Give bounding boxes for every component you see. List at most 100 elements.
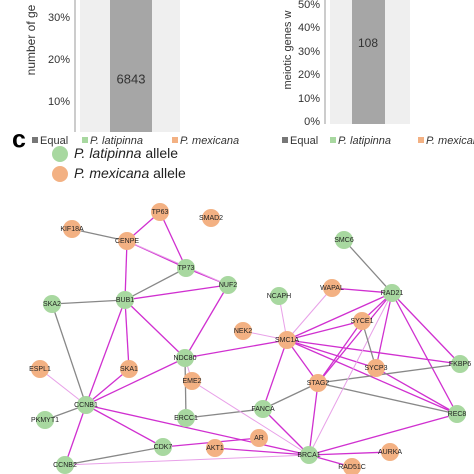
node-label: RAD51C xyxy=(338,464,366,471)
bar xyxy=(110,0,152,132)
node-label: STAG2 xyxy=(307,380,330,387)
legend-label: P. latipinna xyxy=(90,135,143,147)
node xyxy=(43,295,61,313)
node-label: FKBP6 xyxy=(449,361,471,368)
node xyxy=(300,446,318,464)
node xyxy=(219,276,237,294)
edge xyxy=(124,240,128,301)
y-tick-label: 50% xyxy=(298,0,320,11)
node xyxy=(278,331,296,349)
y-tick-label: 30% xyxy=(298,46,320,58)
node-label: BRCA1 xyxy=(297,452,320,459)
edge xyxy=(308,413,458,456)
node-label: FANCA xyxy=(251,406,275,413)
legend-label: P. mexicana xyxy=(180,135,239,147)
edge xyxy=(85,357,186,406)
edge xyxy=(375,367,458,415)
node-label: ERCC1 xyxy=(174,415,198,422)
edge xyxy=(85,404,310,456)
edge xyxy=(308,451,391,456)
panel-label: c xyxy=(12,126,26,154)
edge xyxy=(51,299,126,305)
y-tick-label: 0% xyxy=(304,116,320,128)
edge xyxy=(185,408,264,419)
legend-swatch xyxy=(330,137,336,143)
node-label: CDK7 xyxy=(154,444,173,451)
y-tick-label: 10% xyxy=(48,96,70,108)
edge xyxy=(85,404,164,448)
node-label: REC8 xyxy=(448,411,467,418)
legend-label: Equal xyxy=(290,135,318,147)
node xyxy=(77,396,95,414)
node-label: AURKA xyxy=(378,449,402,456)
y-axis-label: number of ge xyxy=(24,4,38,75)
edge xyxy=(262,408,310,456)
node-label: KIF18A xyxy=(60,226,84,233)
edge xyxy=(126,240,229,286)
node-label: CCNB2 xyxy=(53,462,77,469)
legend-label: P. mexicana allele xyxy=(74,165,186,181)
y-tick-label: 10% xyxy=(298,93,320,105)
y-axis-label: meiotic genes w xyxy=(282,11,294,90)
edge xyxy=(343,239,393,294)
node-label: CCNB1 xyxy=(74,402,98,409)
node xyxy=(451,355,469,373)
node xyxy=(183,372,201,390)
legend-label: P. latipinna allele xyxy=(74,145,178,161)
edge xyxy=(391,292,461,365)
edge xyxy=(286,339,461,365)
legend-swatch xyxy=(418,137,424,143)
node-label: AR xyxy=(254,435,264,442)
node xyxy=(31,360,49,378)
node-label: RAD21 xyxy=(381,290,404,297)
y-tick-label: 20% xyxy=(298,69,320,81)
legend-swatch xyxy=(82,137,88,143)
node xyxy=(176,349,194,367)
legend-swatch xyxy=(52,146,68,162)
edge xyxy=(331,287,393,294)
node xyxy=(367,359,385,377)
edge xyxy=(286,292,393,341)
node-label: CENPE xyxy=(115,238,139,245)
node xyxy=(118,232,136,250)
node-label: TP63 xyxy=(152,209,169,216)
y-tick-label: 40% xyxy=(298,22,320,34)
edge xyxy=(159,211,187,269)
node xyxy=(335,231,353,249)
edge xyxy=(85,368,130,406)
node-label: NUF2 xyxy=(219,282,237,289)
edge xyxy=(262,339,288,410)
edge xyxy=(317,363,461,384)
edge xyxy=(286,320,363,341)
edge xyxy=(124,299,186,359)
edge xyxy=(375,292,393,369)
node xyxy=(309,374,327,392)
node xyxy=(36,411,54,429)
node xyxy=(154,438,172,456)
node xyxy=(383,284,401,302)
node xyxy=(202,209,220,227)
node-label: EME2 xyxy=(182,378,201,385)
legend-swatch xyxy=(52,166,68,182)
edge xyxy=(71,228,128,242)
node xyxy=(381,443,399,461)
node xyxy=(343,458,361,474)
edge xyxy=(286,339,377,369)
node xyxy=(448,405,466,423)
node xyxy=(270,287,288,305)
node xyxy=(116,291,134,309)
edge xyxy=(85,299,126,406)
node xyxy=(177,259,195,277)
bar-label: 6843 xyxy=(117,71,146,86)
edge xyxy=(39,368,87,406)
edge xyxy=(391,292,458,415)
node xyxy=(56,456,74,474)
edge xyxy=(124,284,229,301)
legend-label: Equal xyxy=(40,135,68,147)
node-label: SMC1A xyxy=(275,337,299,344)
node xyxy=(206,439,224,457)
node-label: SMAD2 xyxy=(199,215,223,222)
node-label: WAPAL xyxy=(320,285,344,292)
node-label: NDC80 xyxy=(174,355,197,362)
edge xyxy=(184,339,288,359)
